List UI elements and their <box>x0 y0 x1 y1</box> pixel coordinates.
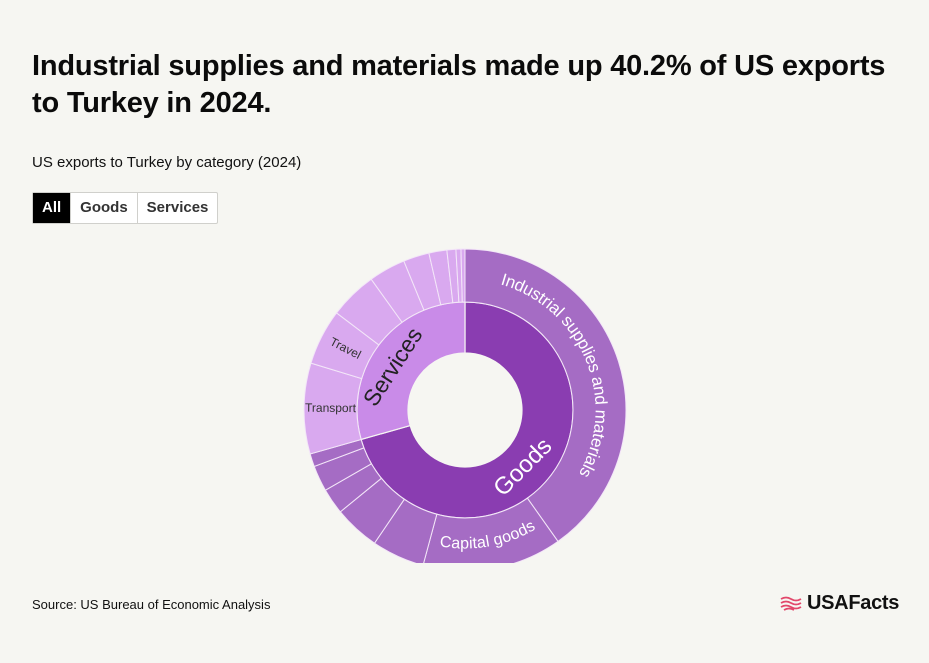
brand-name: USAFacts <box>807 592 900 614</box>
source-note: Source: US Bureau of Economic Analysis <box>32 597 271 612</box>
outer-slice-item-15[interactable] <box>460 248 466 303</box>
label-transport: Transport <box>305 401 357 415</box>
tab-all[interactable]: All <box>33 193 71 223</box>
sunburst-chart: Goods Services Industrial supplies and mat… <box>0 240 929 563</box>
category-tabs: All Goods Services <box>32 192 219 224</box>
tab-services[interactable]: Services <box>136 193 218 223</box>
chart-subtitle: US exports to Turkey by category (2024) <box>32 154 302 171</box>
outer-slice-industrial-supplies-and-materials[interactable] <box>464 248 627 543</box>
outer-slice-capital-goods[interactable] <box>423 497 559 563</box>
brand-logo: USAFacts <box>780 592 899 615</box>
tab-goods[interactable]: Goods <box>70 193 137 223</box>
flag-icon <box>780 596 802 611</box>
headline: Industrial supplies and materials made u… <box>32 50 886 119</box>
